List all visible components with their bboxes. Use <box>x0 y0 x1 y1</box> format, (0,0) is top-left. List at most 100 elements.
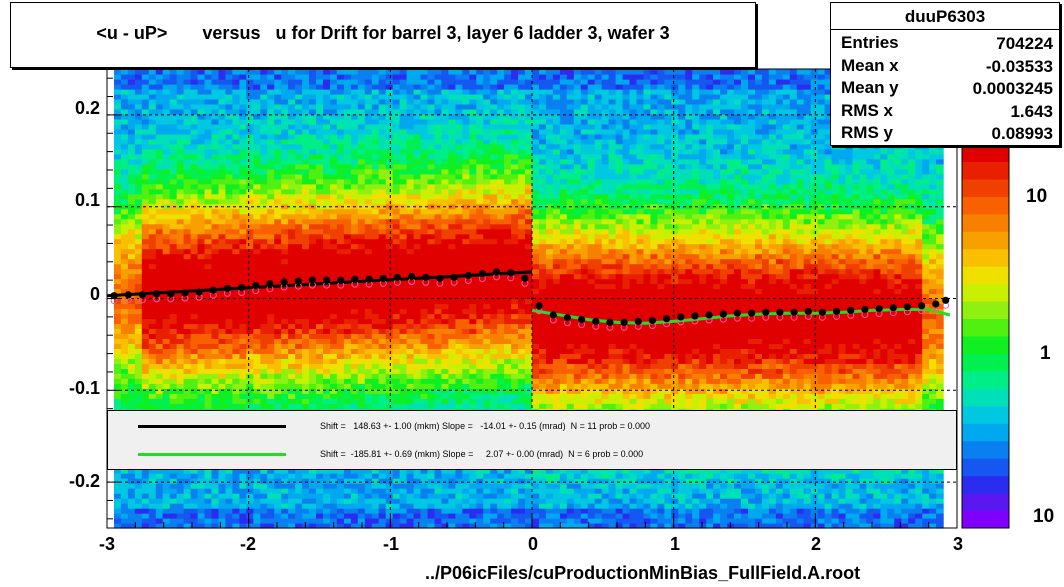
heatmap-cell <box>462 253 470 260</box>
heatmap-cell <box>183 143 192 150</box>
heatmap-cell <box>114 223 122 230</box>
heatmap-cell <box>127 368 136 374</box>
heatmap-cell <box>225 493 233 499</box>
heatmap-cell <box>267 148 275 155</box>
heatmap-cell <box>183 213 192 220</box>
heatmap-cell <box>225 108 233 115</box>
heatmap-cell <box>169 483 178 489</box>
heatmap-cell <box>218 403 227 409</box>
heatmap-cell <box>371 373 380 379</box>
heatmap-cell <box>350 223 359 230</box>
heatmap-cell <box>225 343 233 349</box>
heatmap-cell <box>148 183 157 190</box>
heatmap-cell <box>455 353 463 359</box>
heatmap-cell <box>120 373 129 379</box>
heatmap-cell <box>295 368 303 374</box>
heatmap-cell <box>434 108 443 115</box>
heatmap-cell <box>246 118 254 125</box>
heatmap-cell <box>281 89 289 95</box>
heatmap-cell <box>225 373 233 379</box>
heatmap-cell <box>246 188 254 195</box>
heatmap-cell <box>434 263 443 270</box>
heatmap-cell <box>413 89 422 95</box>
heatmap-cell <box>274 373 282 379</box>
heatmap-cell <box>434 243 443 250</box>
heatmap-cell <box>169 503 178 509</box>
heatmap-cell <box>364 79 373 85</box>
heatmap-cell <box>469 89 477 95</box>
heatmap-cell <box>323 378 331 384</box>
heatmap-cell <box>232 323 240 329</box>
heatmap-cell <box>448 498 456 504</box>
heatmap-cell <box>232 333 240 339</box>
heatmap-cell <box>392 378 401 384</box>
heatmap-cell <box>134 513 143 519</box>
heatmap-cell <box>462 79 470 85</box>
heatmap-cell <box>483 508 491 514</box>
heatmap-cell <box>343 403 352 409</box>
heatmap-cell <box>232 108 240 115</box>
heatmap-cell <box>211 228 220 235</box>
heatmap-cell <box>204 508 213 514</box>
heatmap-cell <box>336 118 345 125</box>
heatmap-cell <box>406 483 415 489</box>
heatmap-cell <box>260 123 268 130</box>
heatmap-cell <box>246 123 254 130</box>
heatmap-cell <box>427 248 436 255</box>
heatmap-cell <box>267 273 275 280</box>
heatmap-cell <box>197 108 206 115</box>
heatmap-cell <box>225 348 233 354</box>
heatmap-cell <box>155 298 164 305</box>
heatmap-cell <box>441 373 449 379</box>
heatmap-cell <box>148 198 157 205</box>
heatmap-cell <box>190 293 199 300</box>
heatmap-cell <box>197 163 206 170</box>
heatmap-cell <box>420 358 429 364</box>
heatmap-cell <box>490 393 498 399</box>
heatmap-cell <box>316 478 324 484</box>
heatmap-cell <box>246 278 254 285</box>
heatmap-cell <box>476 158 484 165</box>
heatmap-cell <box>190 188 199 195</box>
heatmap-cell <box>114 268 122 275</box>
heatmap-cell <box>176 263 185 270</box>
heatmap-cell <box>190 138 199 145</box>
heatmap-cell <box>225 303 233 310</box>
heatmap-cell <box>114 258 122 265</box>
heatmap-cell <box>211 163 220 170</box>
heatmap-cell <box>218 173 227 180</box>
heatmap-cell <box>281 473 289 479</box>
heatmap-cell <box>323 93 331 100</box>
heatmap-cell <box>162 233 171 240</box>
heatmap-cell <box>364 233 373 240</box>
heatmap-cell <box>448 303 456 310</box>
heatmap-cell <box>141 283 150 290</box>
heatmap-cell <box>260 398 268 404</box>
heatmap-cell <box>469 493 477 499</box>
heatmap-cell <box>371 268 380 275</box>
heatmap-cell <box>413 208 422 215</box>
heatmap-cell <box>462 168 470 175</box>
heatmap-cell <box>239 173 247 180</box>
heatmap-cell <box>120 513 129 519</box>
heatmap-cell <box>281 203 289 210</box>
heatmap-cell <box>204 138 213 145</box>
heatmap-cell <box>155 263 164 270</box>
heatmap-cell <box>427 188 436 195</box>
heatmap-cell <box>441 513 449 519</box>
heatmap-cell <box>399 513 408 519</box>
heatmap-cell <box>183 488 192 494</box>
heatmap-cell <box>183 198 192 205</box>
heatmap-cell <box>239 203 247 210</box>
heatmap-cell <box>316 163 324 170</box>
heatmap-cell <box>302 79 310 85</box>
heatmap-cell <box>434 468 443 474</box>
heatmap-cell <box>253 328 261 334</box>
heatmap-cell <box>281 133 289 140</box>
heatmap-cell <box>343 323 352 329</box>
heatmap-cell <box>190 498 199 504</box>
heatmap-cell <box>420 148 429 155</box>
heatmap-cell <box>211 173 220 180</box>
heatmap-cell <box>253 373 261 379</box>
heatmap-cell <box>462 84 470 90</box>
